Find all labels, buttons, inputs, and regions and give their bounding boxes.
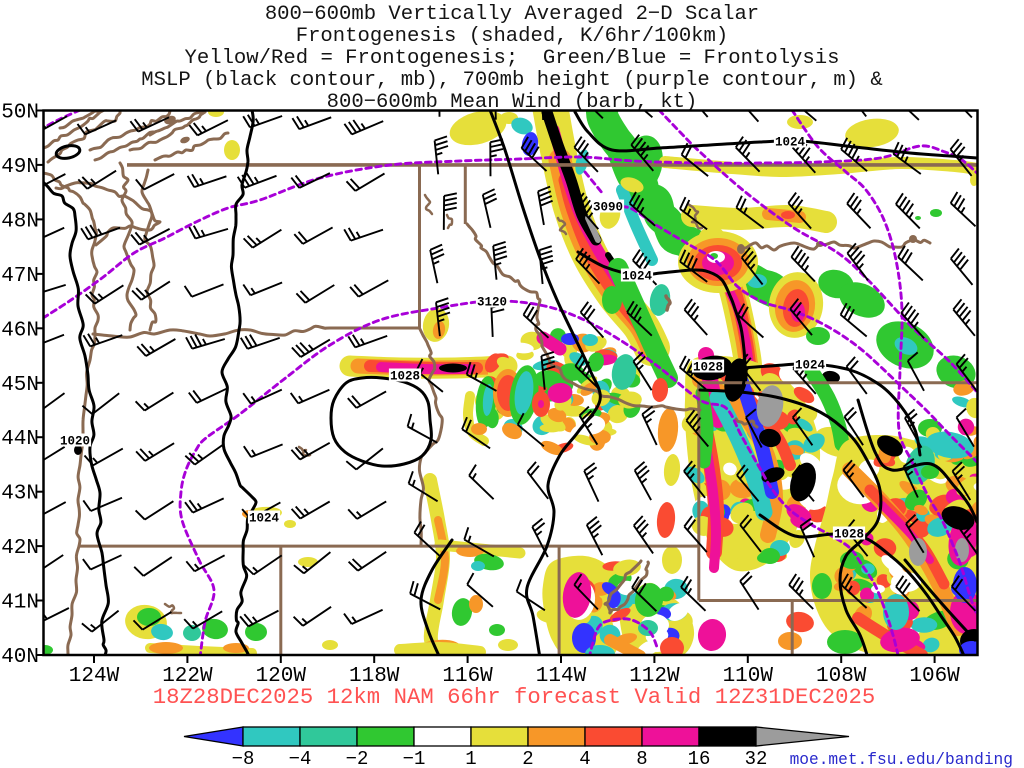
svg-text:−1: −1	[403, 748, 426, 768]
svg-text:8: 8	[636, 748, 647, 768]
svg-text:1028: 1028	[390, 370, 420, 384]
svg-text:116W: 116W	[442, 665, 493, 688]
svg-text:1020: 1020	[60, 435, 90, 449]
svg-text:−4: −4	[289, 748, 312, 768]
svg-text:44N: 44N	[1, 428, 39, 451]
svg-text:1024: 1024	[795, 359, 826, 373]
svg-text:MSLP (black contour, mb), 700m: MSLP (black contour, mb), 700mb height (…	[141, 69, 883, 92]
svg-text:2: 2	[522, 748, 533, 768]
svg-text:122W: 122W	[162, 665, 213, 688]
svg-text:1024: 1024	[775, 136, 806, 150]
svg-text:1024: 1024	[249, 512, 280, 526]
svg-text:18Z28DEC2025 12km NAM 66hr for: 18Z28DEC2025 12km NAM 66hr forecast Vali…	[153, 684, 876, 710]
svg-text:118W: 118W	[349, 665, 400, 688]
svg-text:43N: 43N	[1, 483, 39, 506]
svg-text:1: 1	[465, 748, 476, 768]
svg-text:−8: −8	[232, 748, 255, 768]
svg-text:−2: −2	[346, 748, 369, 768]
svg-text:1028: 1028	[834, 528, 864, 542]
svg-text:42N: 42N	[1, 537, 39, 560]
svg-text:40N: 40N	[1, 646, 39, 669]
svg-text:1028: 1028	[693, 361, 723, 375]
svg-text:47N: 47N	[1, 265, 39, 288]
svg-text:Yellow/Red = Frontogenesis; G: Yellow/Red = Frontogenesis; Green/Blue =…	[185, 47, 840, 70]
svg-text:32: 32	[745, 748, 768, 768]
svg-text:Frontogenesis (shaded, K/6hr/1: Frontogenesis (shaded, K/6hr/100km)	[296, 25, 729, 48]
svg-text:114W: 114W	[536, 665, 587, 688]
svg-text:106W: 106W	[909, 665, 960, 688]
svg-text:120W: 120W	[256, 665, 307, 688]
svg-text:41N: 41N	[1, 592, 39, 615]
svg-text:3120: 3120	[477, 296, 507, 310]
svg-text:49N: 49N	[1, 156, 39, 179]
svg-text:46N: 46N	[1, 319, 39, 342]
svg-text:108W: 108W	[816, 665, 867, 688]
svg-text:1024: 1024	[622, 270, 653, 284]
svg-text:3090: 3090	[593, 201, 623, 215]
svg-text:800−600mb Mean Wind (barb, kt): 800−600mb Mean Wind (barb, kt)	[327, 91, 698, 114]
svg-text:45N: 45N	[1, 374, 39, 397]
svg-text:124W: 124W	[69, 665, 120, 688]
svg-text:16: 16	[688, 748, 711, 768]
svg-text:48N: 48N	[1, 210, 39, 233]
svg-text:4: 4	[579, 748, 590, 768]
svg-text:112W: 112W	[629, 665, 680, 688]
svg-text:moe.met.fsu.edu/banding: moe.met.fsu.edu/banding	[790, 751, 1013, 768]
svg-text:50N: 50N	[1, 102, 39, 125]
svg-text:110W: 110W	[723, 665, 774, 688]
svg-text:800−600mb Vertically Averaged: 800−600mb Vertically Averaged 2−D Scalar	[265, 3, 759, 26]
